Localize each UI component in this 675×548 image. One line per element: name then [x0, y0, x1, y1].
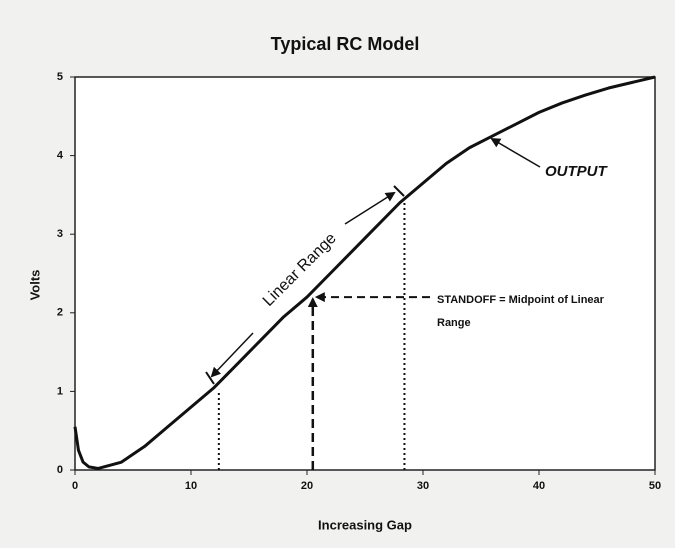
x-tick-label: 10 [185, 480, 197, 492]
range-end [393, 185, 405, 197]
annotation-arrow [490, 137, 541, 168]
legend-label: OUTPUT [545, 163, 609, 180]
x-tick-label: 40 [533, 480, 545, 492]
y-tick-label: 2 [57, 307, 63, 319]
annotation-arrow [344, 191, 396, 225]
x-tick-label: 30 [417, 480, 429, 492]
chart-title: Typical RC Model [271, 34, 420, 54]
annotation-arrow [210, 332, 254, 378]
x-tick-label: 50 [649, 480, 661, 492]
data-line [73, 75, 656, 470]
annotation: Range [437, 317, 471, 329]
range-end [205, 371, 215, 385]
y-tick-label: 4 [57, 150, 64, 162]
y-tick-label: 5 [57, 71, 63, 83]
y-tick-label: 0 [57, 464, 63, 476]
x-axis-label: Increasing Gap [318, 517, 412, 532]
annotation: STANDOFF = Midpoint of Linear [437, 294, 605, 306]
x-tick-label: 20 [301, 480, 313, 492]
y-tick-label: 1 [57, 385, 63, 397]
x-tick-label: 0 [72, 480, 78, 492]
plot-area [74, 76, 656, 471]
y-axis-label: Volts [27, 270, 42, 301]
y-tick-label: 3 [57, 228, 63, 240]
